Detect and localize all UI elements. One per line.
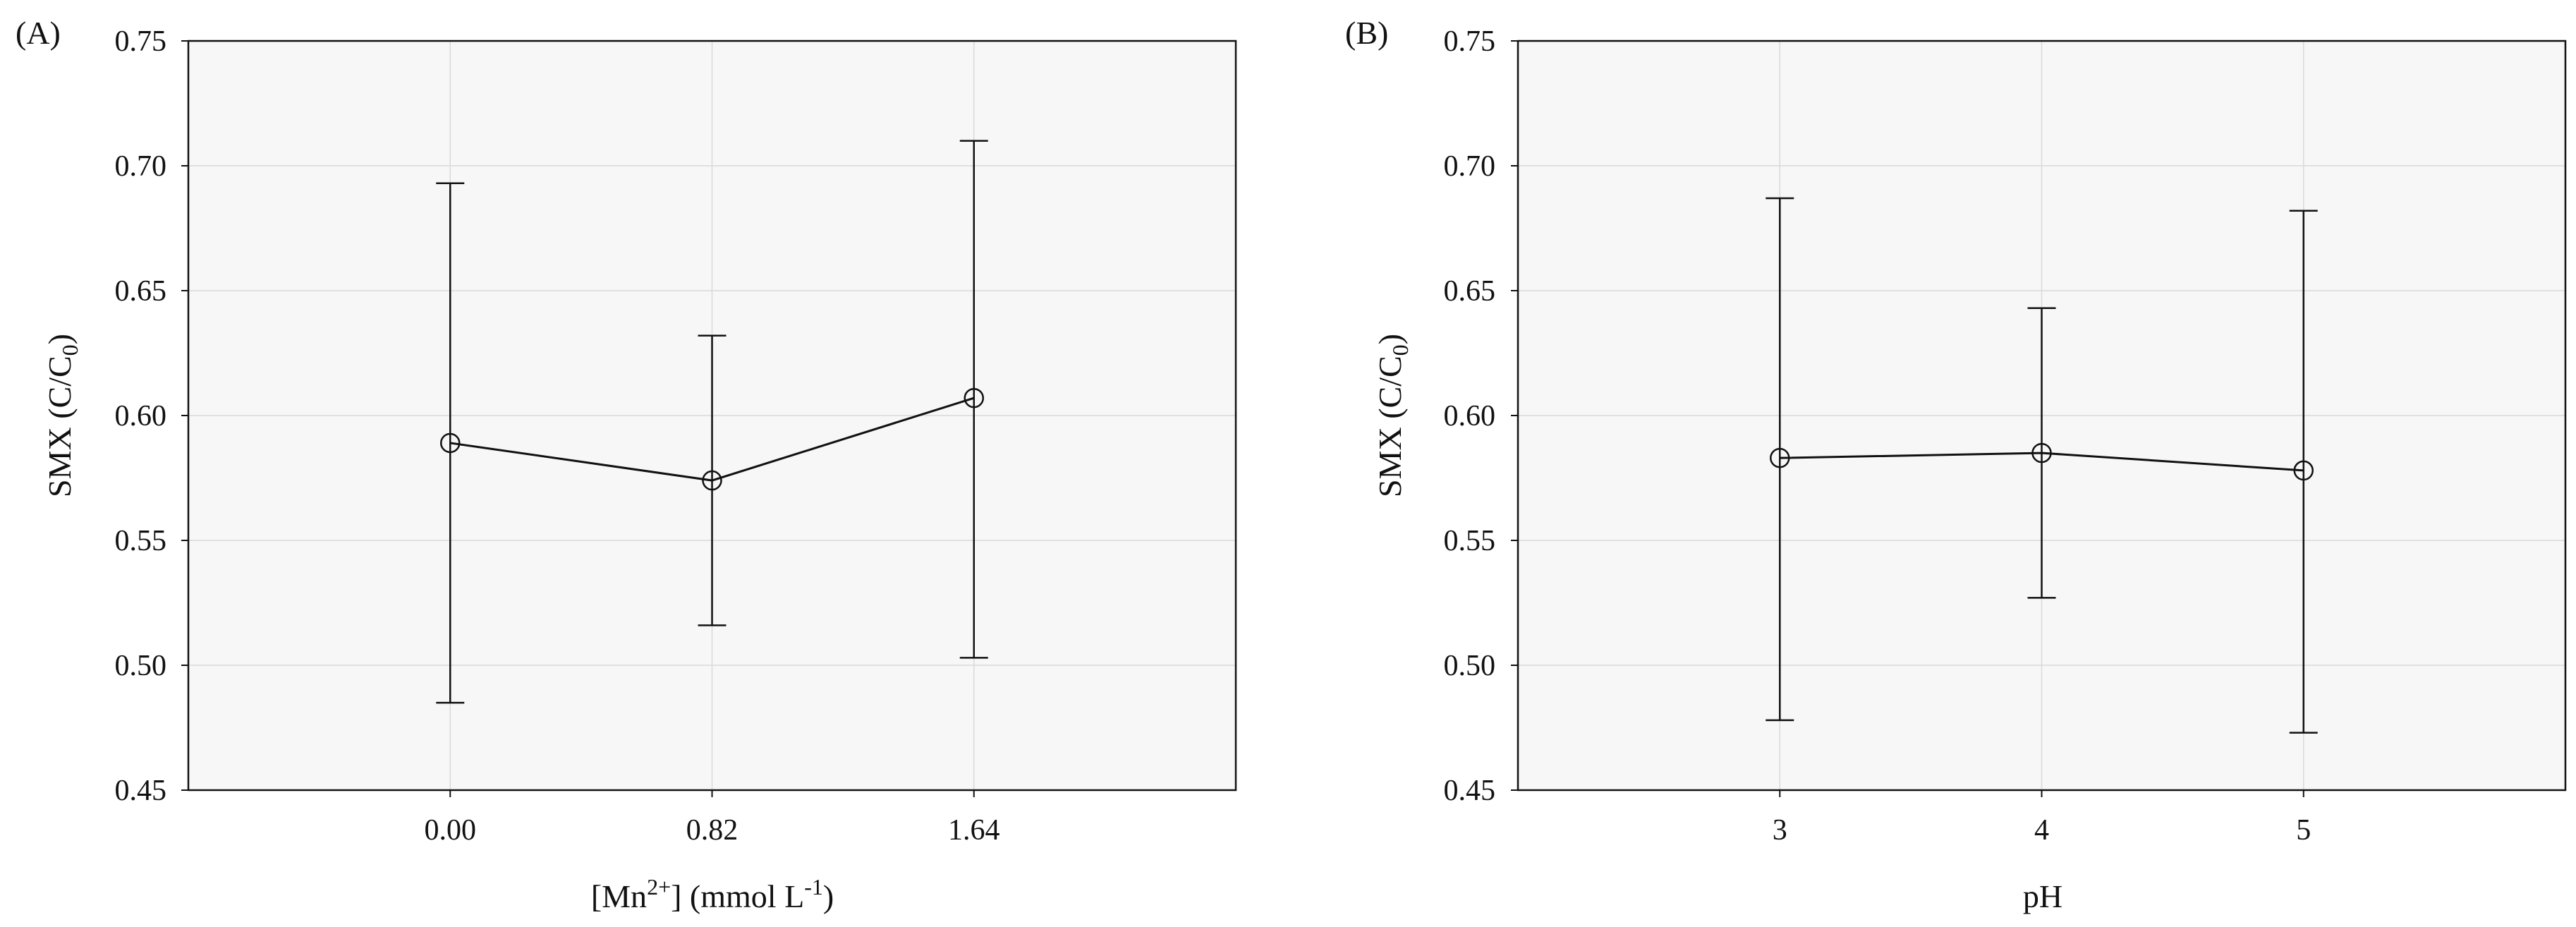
data-point (440, 432, 461, 454)
y-axis-label: SMX (C/C0) (42, 334, 83, 497)
panel-b: 0.45 0.50 0.55 0.60 0.65 0.70 0.75 3 4 5 (B) SMX (C… (1345, 15, 2567, 914)
y-tick-label: 0.60 (1444, 400, 1496, 432)
data-point (702, 470, 722, 491)
y-axis-label-end: ) (42, 334, 78, 344)
x-tick-label: 4 (2034, 814, 2049, 847)
series-line (1780, 452, 2304, 472)
data-point (2293, 460, 2314, 481)
y-tick-label: 0.70 (115, 150, 167, 183)
x-tick-label: 5 (2296, 814, 2311, 847)
y-tick-label: 0.65 (115, 275, 167, 308)
data-point (2031, 442, 2052, 464)
y-tick-label: 0.75 (115, 25, 167, 58)
x-axis-label: pH (2023, 878, 2062, 914)
panel-label: (A) (16, 15, 61, 51)
y-axis-label-main: SMX (C/C (1372, 356, 1408, 497)
x-axis-label-middle: ] (mmol L (671, 878, 804, 914)
y-tick-label: 0.55 (1444, 525, 1496, 557)
y-tick-label: 0.60 (115, 400, 167, 432)
y-tick-label: 0.75 (1444, 25, 1496, 58)
y-axis-label: SMX (C/C0) (1372, 334, 1413, 497)
x-axis-label-superscript: 2+ (647, 874, 671, 899)
x-axis-label: [Mn2+] (mmol L-1) (591, 874, 834, 914)
y-tick-label: 0.45 (115, 775, 167, 807)
x-axis-label-main: pH (2023, 878, 2062, 914)
series-line (450, 396, 975, 482)
y-axis-label-main: SMX (C/C (42, 356, 78, 497)
x-axis-label-main: [Mn (591, 878, 647, 914)
panel-label: (B) (1345, 15, 1388, 51)
x-tick-label: 0.82 (686, 814, 739, 847)
y-axis-label-subscript: 0 (57, 344, 83, 356)
x-axis-label-end: ) (823, 878, 834, 914)
y-tick-label: 0.45 (1444, 775, 1496, 807)
x-axis-label-superscript-2: -1 (804, 874, 823, 899)
x-tick-label: 3 (1773, 814, 1787, 847)
data-point (1770, 447, 1790, 468)
y-tick-label: 0.70 (1444, 150, 1496, 183)
y-tick-label: 0.65 (1444, 275, 1496, 308)
y-axis-label-subscript: 0 (1387, 344, 1413, 356)
x-tick-label: 0.00 (425, 814, 477, 847)
y-tick-label: 0.55 (115, 525, 167, 557)
panel-a: 0.45 0.50 0.55 0.60 0.65 0.70 0.75 0.00 0.82 1.64… (16, 15, 1237, 914)
y-tick-label: 0.50 (115, 650, 167, 682)
y-axis-label-end: ) (1372, 334, 1408, 344)
y-tick-label: 0.50 (1444, 650, 1496, 682)
x-tick-label: 1.64 (948, 814, 1000, 847)
data-point (964, 387, 984, 408)
